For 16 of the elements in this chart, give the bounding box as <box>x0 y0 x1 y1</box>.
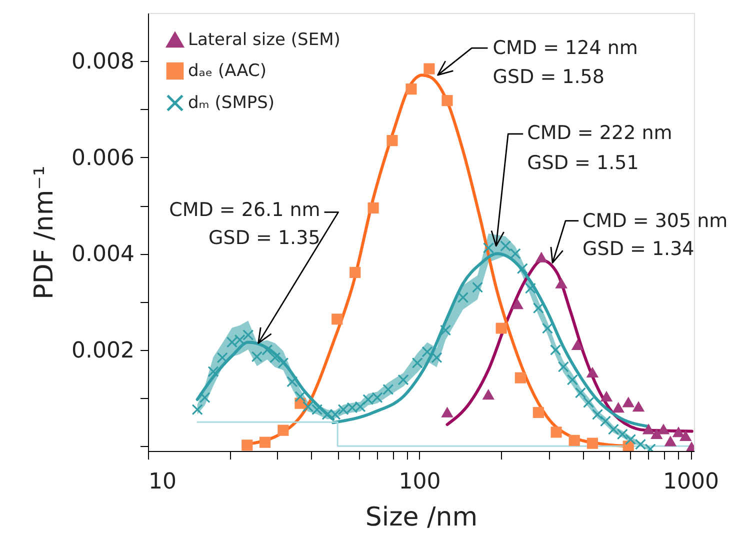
legend-label: dₘ (SMPS) <box>188 93 275 113</box>
annotation: CMD = 305 nm GSD = 1.34 <box>582 210 728 260</box>
legend-label: dₐₑ (AAC) <box>188 61 267 81</box>
y-tick-label: 0.002 <box>72 338 134 364</box>
annotation: CMD = 124 nm GSD = 1.58 <box>492 37 638 88</box>
legend-label: Lateral size (SEM) <box>188 30 340 50</box>
y-tick-label: 0.006 <box>72 146 134 171</box>
x-tick-label: 1000 <box>663 470 720 494</box>
annotation: CMD = 222 nm GSD = 1.51 <box>527 122 672 174</box>
y-axis-title: PDF /nm⁻¹ <box>30 166 60 300</box>
annotation: CMD = 26.1 nm GSD = 1.35 <box>169 199 320 250</box>
y-tick-label: 0.004 <box>72 242 134 268</box>
x-axis-title: Size /nm <box>365 502 478 532</box>
x-tick-label: 10 <box>148 470 176 494</box>
y-tick-label: 0.008 <box>72 50 134 75</box>
x-tick-label: 100 <box>398 470 441 494</box>
